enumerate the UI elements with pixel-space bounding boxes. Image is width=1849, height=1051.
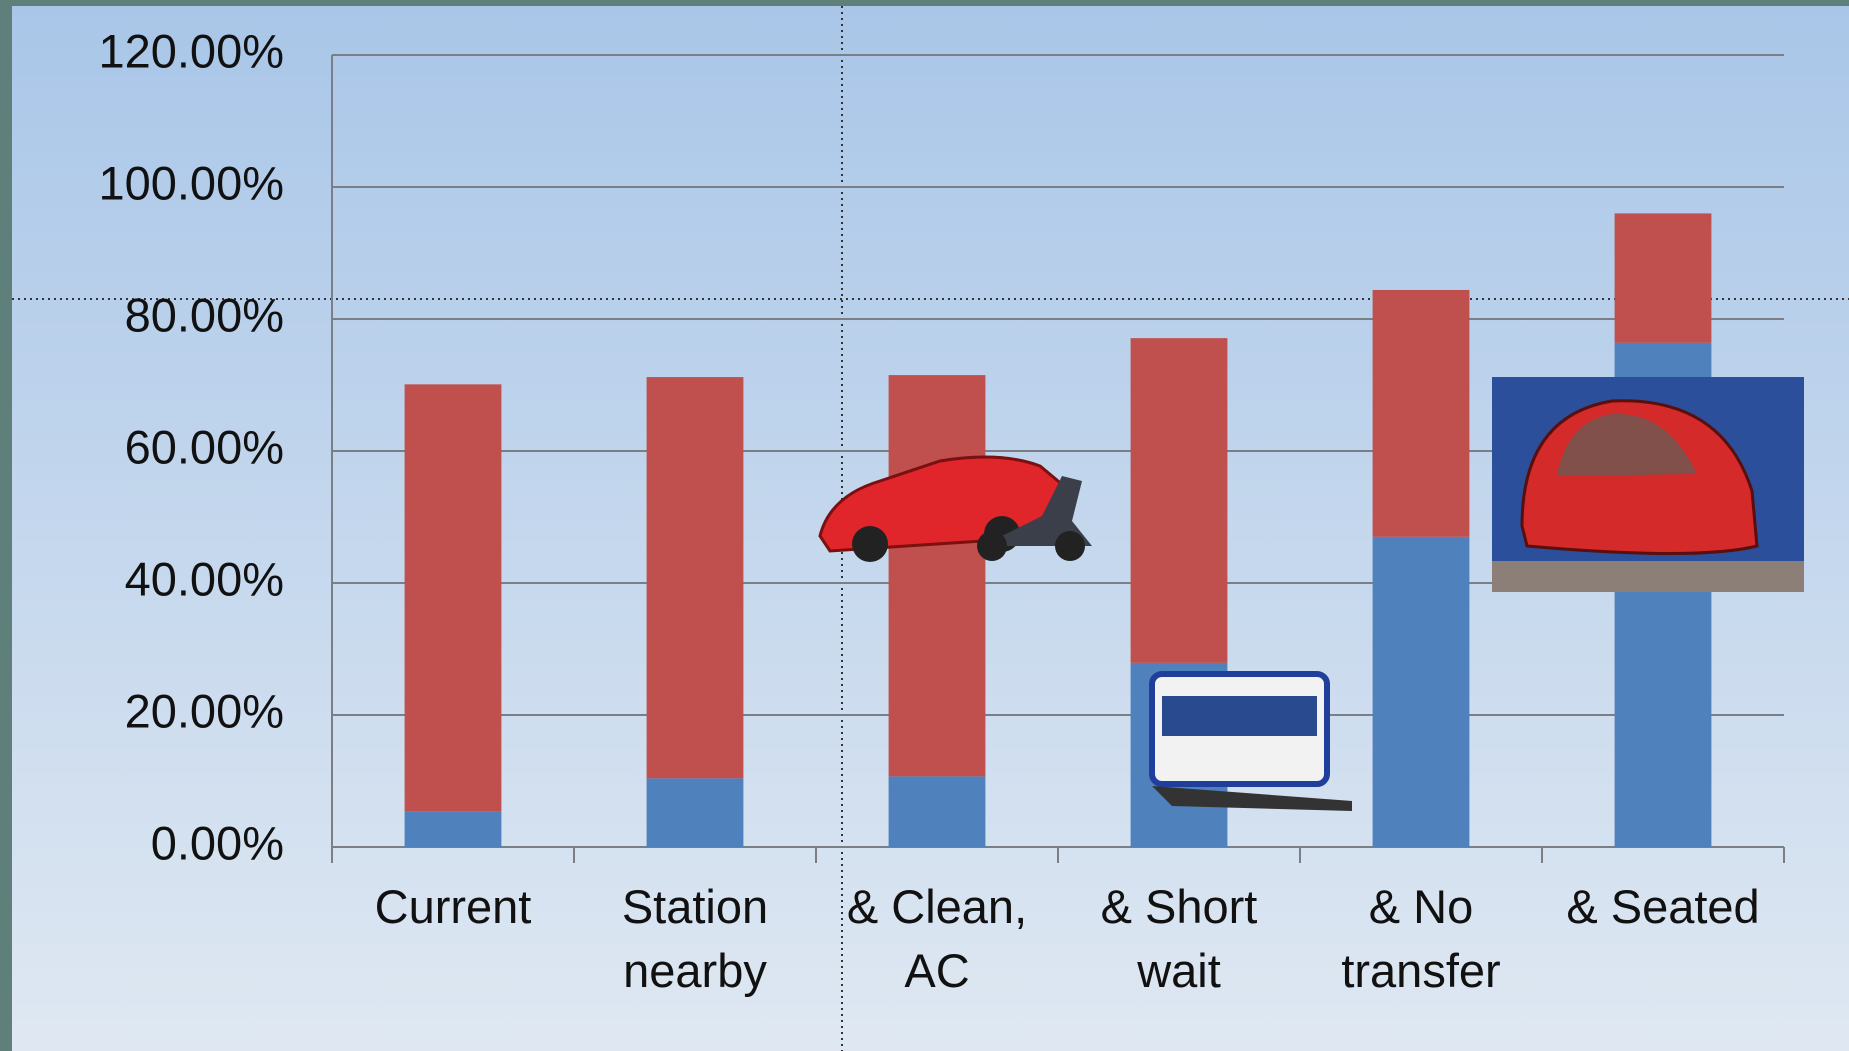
y-tick-label: 100.00% [98,156,284,209]
bar-segment [405,811,502,847]
x-tick-label: Current [333,875,573,939]
car-wheel [852,526,888,562]
y-tick-label: 120.00% [98,24,284,77]
bar-segment [647,778,744,847]
bar-segment [1615,213,1712,342]
scooter-wheel [1055,531,1085,561]
bar-segment [405,384,502,811]
bus-windows [1162,696,1317,736]
x-tick-label: & Clean, AC [817,875,1057,1003]
scooter-wheel [977,531,1007,561]
bar-segment [889,375,986,776]
pod-floor [1492,561,1804,592]
x-tick-label: Station nearby [575,875,815,1003]
y-tick-label: 0.00% [151,816,284,869]
bar-segment [1373,537,1470,847]
y-tick-label: 80.00% [125,288,284,341]
bar-segment [647,377,744,778]
x-tick-label: & Seated [1543,875,1783,939]
slide: 0.00% 20.00% 40.00% 60.00% 80.00% 100.00% 120.… [12,6,1849,1051]
x-tick-label: & No transfer [1301,875,1541,1003]
page: {"chart_data": {"type": "bar", "stacked"… [0,0,1849,1051]
bar-segment [1131,338,1228,663]
bar-segment [889,776,986,847]
y-tick-label: 40.00% [125,552,284,605]
y-tick-label: 60.00% [125,420,284,473]
x-tick-label: & Short wait [1059,875,1299,1003]
bar-segment [1373,290,1470,537]
y-tick-label: 20.00% [125,684,284,737]
